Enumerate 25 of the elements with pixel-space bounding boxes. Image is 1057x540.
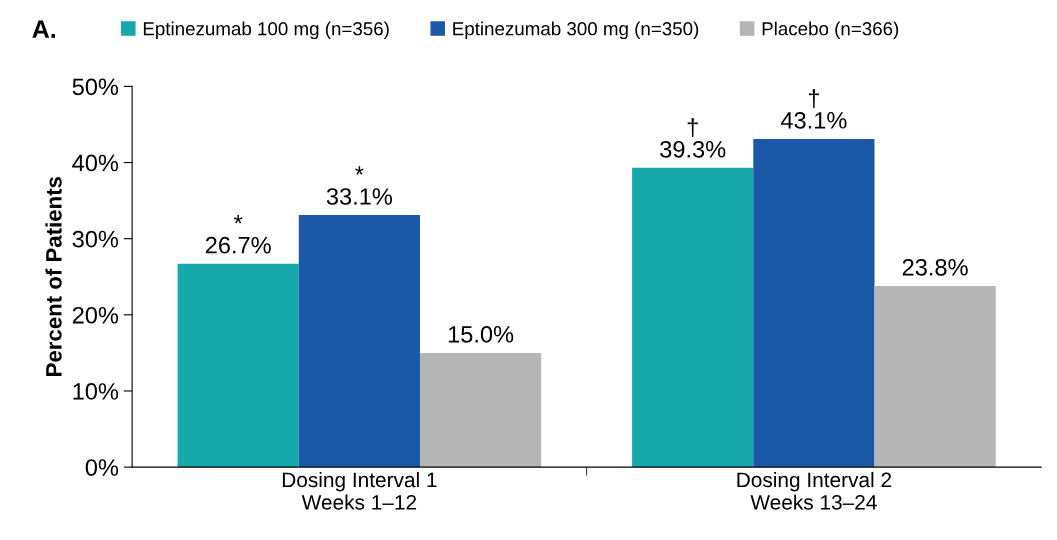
x-tick-label: Dosing Interval 1 Weeks 1–12 (282, 471, 437, 510)
bar (177, 263, 299, 468)
bar (632, 167, 754, 468)
data-label: † 43.1% (780, 89, 847, 129)
y-tick-label: 30% (72, 230, 119, 248)
legend-label: Placebo (n=366) (762, 21, 899, 40)
legend-label: Eptinezumab 300 mg (n=350) (453, 21, 699, 40)
y-tick-label: 0% (85, 459, 119, 476)
y-tick-label: 10% (73, 383, 119, 400)
legend-label: Eptinezumab 100 mg (n=356) (143, 21, 389, 40)
data-label: * 26.7% (205, 215, 271, 254)
y-axis-title: Percent of Patients (45, 177, 62, 376)
bar (419, 352, 542, 468)
bar (298, 215, 420, 468)
bar (753, 138, 875, 468)
data-label: † 39.3% (660, 118, 726, 158)
data-label: 23.8% (902, 258, 968, 276)
bar (874, 285, 996, 468)
data-label: * 33.1% (326, 166, 393, 205)
y-tick-label: 50% (72, 78, 119, 96)
x-tick-label: Dosing Interval 2 Weeks 13–24 (737, 471, 892, 510)
data-label: 15.0% (448, 325, 514, 343)
y-tick-label: 40% (72, 154, 119, 172)
y-tick-label: 20% (72, 306, 119, 324)
chart-title: A. (32, 20, 55, 38)
